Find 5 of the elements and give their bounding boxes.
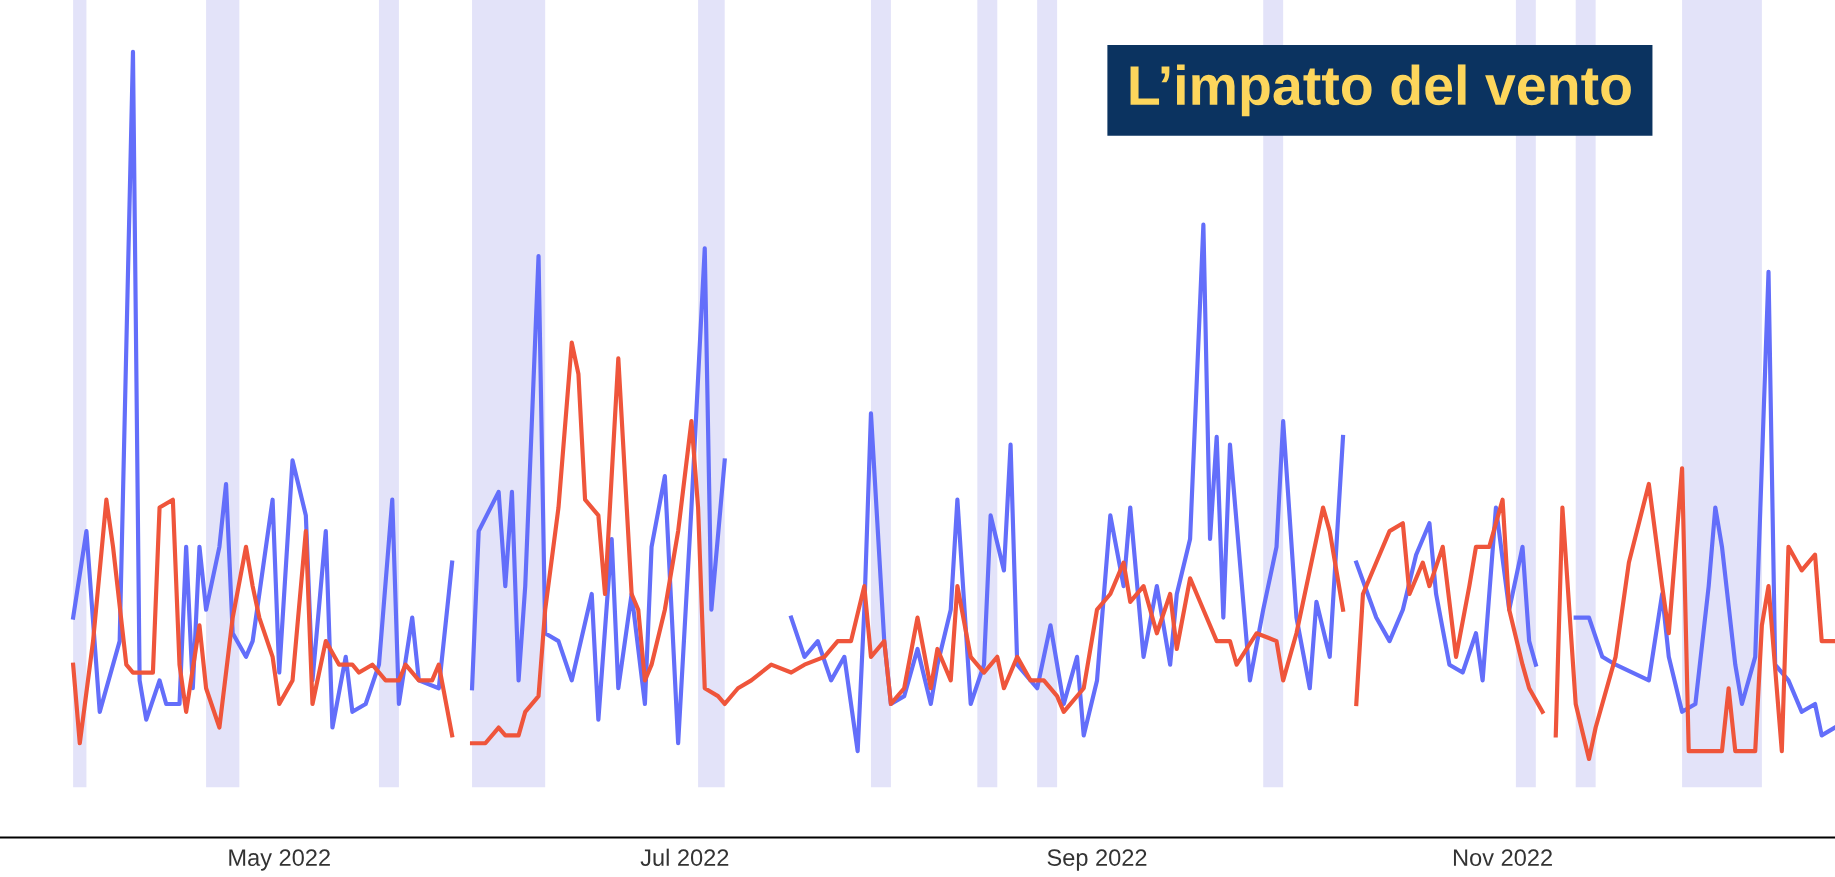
x-tick-label: Jul 2022 <box>640 848 729 866</box>
chart-title: L’impatto del vento <box>1130 64 1631 117</box>
x-tick-label: May 2022 <box>229 849 330 871</box>
x-tick-label: Sep 2022 <box>1047 849 1147 871</box>
x-tick-label: Nov 2022 <box>1453 849 1552 866</box>
